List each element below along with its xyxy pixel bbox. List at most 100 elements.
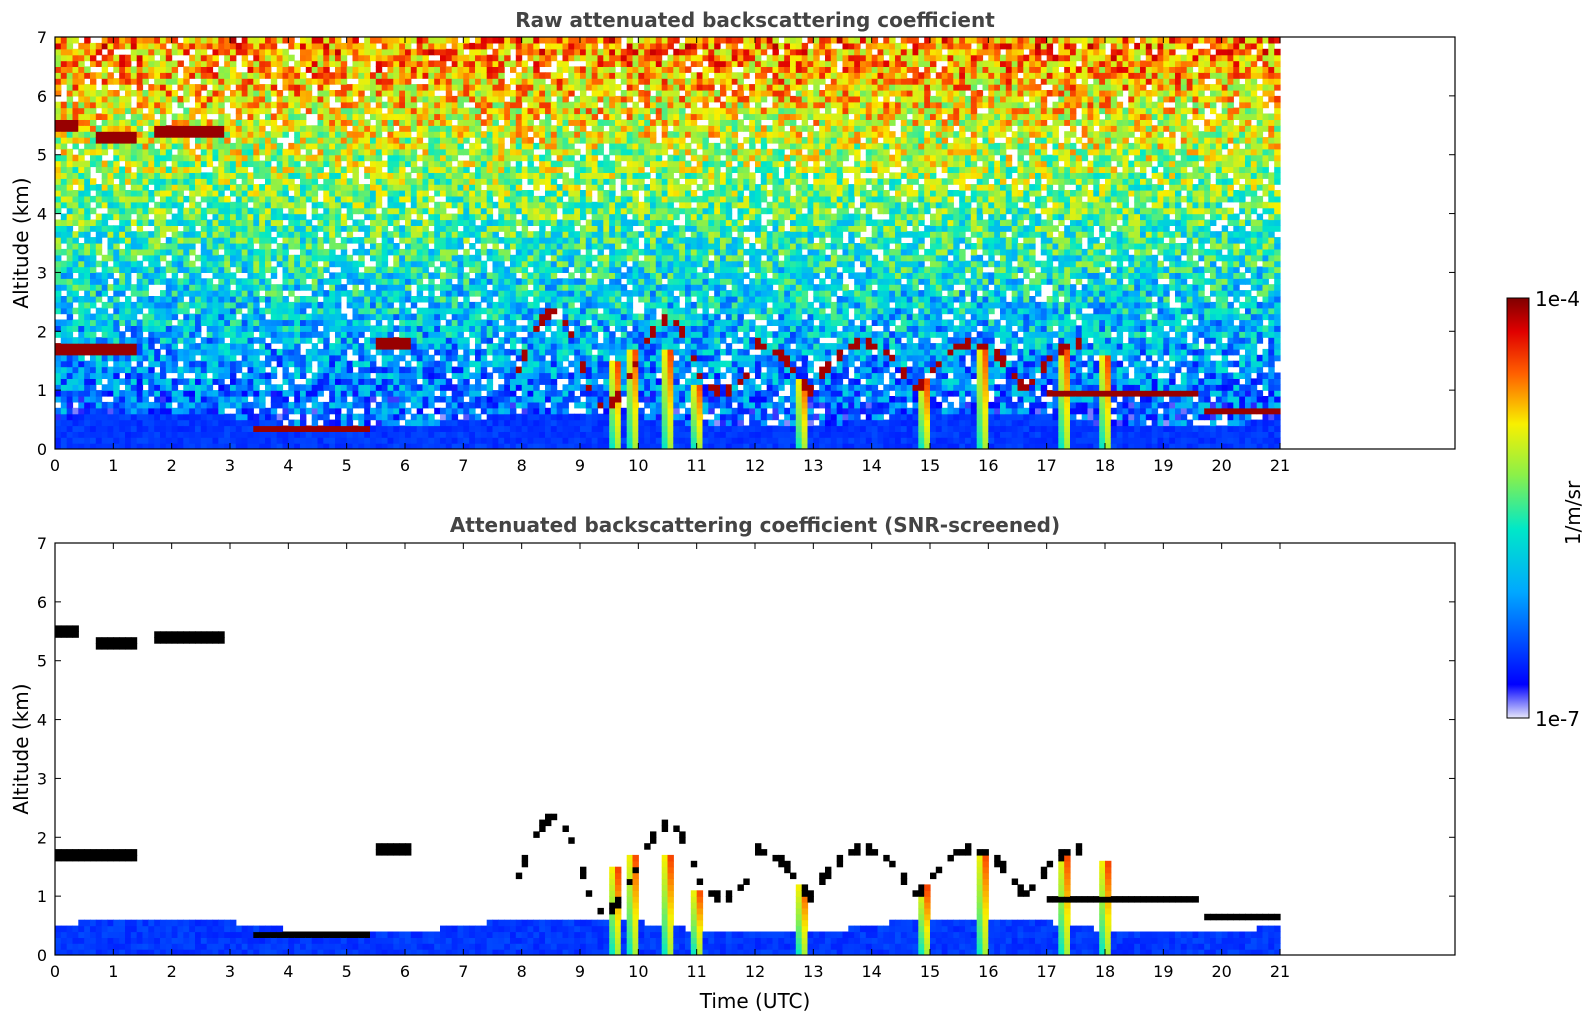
heatmap-cell xyxy=(259,148,266,156)
heatmap-cell xyxy=(358,113,365,120)
heatmap-cell xyxy=(492,66,499,73)
heatmap-cell xyxy=(136,301,144,309)
heatmap-cell xyxy=(142,54,149,62)
heatmap-cell xyxy=(410,243,418,250)
heatmap-cell xyxy=(358,331,365,338)
heatmap-cell xyxy=(352,119,359,126)
heatmap-cell xyxy=(300,296,307,303)
heatmap-cell xyxy=(335,72,342,79)
heatmap-cell xyxy=(381,225,389,232)
heatmap-cell xyxy=(364,60,371,67)
heatmap-cell xyxy=(270,384,278,391)
heatmap-cell xyxy=(317,66,324,73)
heatmap-cell xyxy=(440,72,447,79)
heatmap-cell xyxy=(125,154,132,162)
heatmap-cell xyxy=(55,343,62,350)
heatmap-cell xyxy=(200,131,208,138)
heatmap-cell xyxy=(66,160,74,168)
heatmap-cell xyxy=(451,413,459,421)
heatmap-cell xyxy=(276,260,284,268)
heatmap-cell xyxy=(486,154,494,162)
heatmap-cell xyxy=(311,419,319,427)
heatmap-cell xyxy=(224,366,231,374)
heatmap-cell xyxy=(171,360,179,368)
heatmap-cell xyxy=(375,84,383,91)
heatmap-cell xyxy=(486,437,494,444)
heatmap-cell xyxy=(95,313,103,321)
heatmap-cell xyxy=(475,401,482,409)
heatmap-cell xyxy=(241,137,249,144)
heatmap-cell xyxy=(125,95,132,103)
heatmap-cell xyxy=(504,207,511,215)
heatmap-cell xyxy=(119,437,126,444)
heatmap-cell xyxy=(370,207,377,215)
heatmap-cell xyxy=(270,190,278,197)
heatmap-cell xyxy=(136,284,144,291)
heatmap-cell xyxy=(224,113,231,120)
heatmap-cell xyxy=(399,331,406,338)
heatmap-cell xyxy=(375,72,383,79)
heatmap-cell xyxy=(405,366,412,374)
heatmap-cell xyxy=(148,407,155,415)
heatmap-cell xyxy=(206,313,214,321)
heatmap-cell xyxy=(294,384,301,391)
heatmap-cell xyxy=(294,60,301,67)
heatmap-cell xyxy=(410,125,418,132)
heatmap-cell xyxy=(189,313,196,321)
heatmap-cell xyxy=(276,195,284,203)
heatmap-cell xyxy=(329,419,336,427)
heatmap-cell xyxy=(282,325,289,332)
heatmap-cell xyxy=(276,419,284,427)
heatmap-cell xyxy=(212,325,219,332)
heatmap-cell xyxy=(55,272,62,279)
heatmap-cell xyxy=(358,42,365,50)
heatmap-cell xyxy=(480,119,488,126)
heatmap-cell xyxy=(113,213,120,221)
heatmap-cell xyxy=(136,237,144,244)
heatmap-cell xyxy=(206,131,214,138)
heatmap-cell xyxy=(492,160,499,168)
heatmap-cell xyxy=(475,248,482,256)
heatmap-cell xyxy=(469,60,476,67)
heatmap-cell xyxy=(480,160,488,168)
heatmap-cell xyxy=(136,366,144,374)
heatmap-cell xyxy=(200,407,208,415)
heatmap-cell xyxy=(445,425,453,432)
heatmap-cell xyxy=(276,290,284,297)
heatmap-cell xyxy=(393,66,400,73)
heatmap-cell xyxy=(119,42,126,50)
heatmap-cell xyxy=(66,248,74,256)
heatmap-cell xyxy=(265,54,272,62)
heatmap-cell xyxy=(498,213,505,221)
heatmap-cell xyxy=(113,384,120,391)
heatmap-cell xyxy=(107,119,114,126)
heatmap-cell xyxy=(405,213,412,221)
heatmap-cell xyxy=(305,390,313,397)
heatmap-cell xyxy=(375,254,383,262)
heatmap-cell xyxy=(440,425,447,432)
heatmap-cell xyxy=(352,343,359,350)
heatmap-cell xyxy=(486,66,494,73)
heatmap-cell xyxy=(235,343,243,350)
heatmap-cell xyxy=(247,231,254,238)
heatmap-cell xyxy=(405,60,412,67)
heatmap-cell xyxy=(434,201,441,209)
heatmap-cell xyxy=(276,231,284,238)
heatmap-cell xyxy=(113,413,120,421)
heatmap-cell xyxy=(148,319,155,326)
heatmap-cell xyxy=(475,354,482,362)
heatmap-cell xyxy=(113,372,120,379)
heatmap-cell xyxy=(393,313,400,321)
heatmap-cell xyxy=(160,78,167,85)
heatmap-cell xyxy=(282,437,289,444)
heatmap-cell xyxy=(340,396,348,403)
heatmap-cell xyxy=(387,360,394,368)
heatmap-cell xyxy=(428,219,435,226)
heatmap-cell xyxy=(335,95,342,103)
heatmap-cell xyxy=(440,337,447,344)
heatmap-cell xyxy=(480,407,488,415)
heatmap-cell xyxy=(259,119,266,126)
heatmap-cell xyxy=(218,366,225,374)
heatmap-cell xyxy=(335,160,342,168)
heatmap-cell xyxy=(130,142,138,150)
